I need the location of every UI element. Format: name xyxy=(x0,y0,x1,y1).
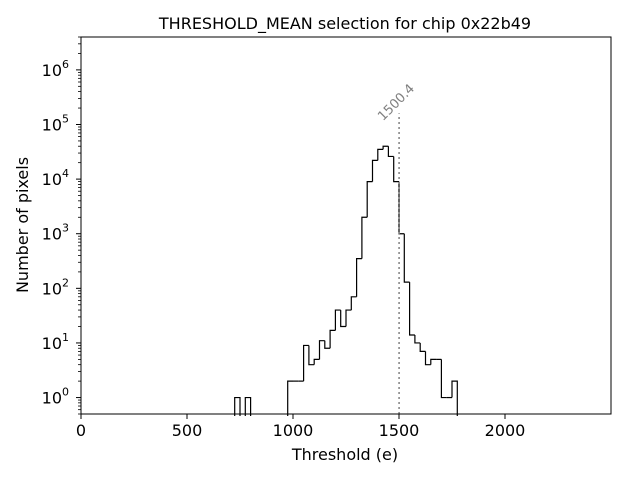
histogram-bin xyxy=(393,156,399,183)
histogram-bin xyxy=(424,351,431,366)
histogram-bin xyxy=(403,233,410,283)
histogram-bin xyxy=(440,359,447,399)
histogram-bin xyxy=(451,380,458,416)
histogram-bin xyxy=(366,181,373,218)
histogram-bin xyxy=(345,309,352,327)
histogram-bin xyxy=(361,216,368,259)
x-tick-label: 2000 xyxy=(485,421,526,440)
histogram-bin xyxy=(350,296,357,311)
y-tick-label: 100 xyxy=(42,386,69,408)
chart-title: THRESHOLD_MEAN selection for chip 0x22b4… xyxy=(158,14,531,34)
histogram-bin xyxy=(371,159,378,182)
histogram-bin xyxy=(409,282,415,336)
threshold-marker-label: 1500.4 xyxy=(375,81,418,124)
y-tick-label: 101 xyxy=(42,331,69,353)
x-tick-label: 500 xyxy=(172,421,203,440)
histogram-bin xyxy=(308,345,315,366)
histogram-bin xyxy=(377,148,384,161)
histogram-bin xyxy=(334,309,341,331)
histogram-bin xyxy=(324,340,331,349)
x-tick-label: 1500 xyxy=(379,421,420,440)
histogram-bin xyxy=(387,146,394,158)
y-tick-label: 105 xyxy=(42,112,69,134)
histogram-bin xyxy=(356,258,362,297)
histogram-bin xyxy=(329,329,336,349)
y-axis-label: Number of pixels xyxy=(13,157,32,293)
x-tick-label: 0 xyxy=(76,421,86,440)
histogram-bin xyxy=(382,145,389,150)
plot-area: 1500.4 0 500 1000 1500 2000 100 101 102 103 104 105… xyxy=(42,36,612,440)
histogram-bin xyxy=(340,310,346,328)
y-tick-label: 103 xyxy=(42,222,69,244)
axes-frame xyxy=(80,36,612,415)
y-tick-label: 106 xyxy=(42,58,69,80)
x-tick-label: 1000 xyxy=(273,421,314,440)
histogram-bin xyxy=(419,342,426,353)
y-tick-label: 104 xyxy=(42,167,69,189)
y-tick-label: 102 xyxy=(42,276,69,298)
histogram-bin xyxy=(318,340,325,360)
histogram-bin xyxy=(430,358,437,365)
histogram-bin xyxy=(287,380,293,416)
histogram-bin xyxy=(414,334,421,344)
histogram-bin xyxy=(234,396,241,416)
x-axis-label: Threshold (e) xyxy=(291,445,398,464)
histogram-bin xyxy=(244,396,252,416)
histogram-bin xyxy=(303,344,309,382)
histogram-bin xyxy=(313,358,320,365)
